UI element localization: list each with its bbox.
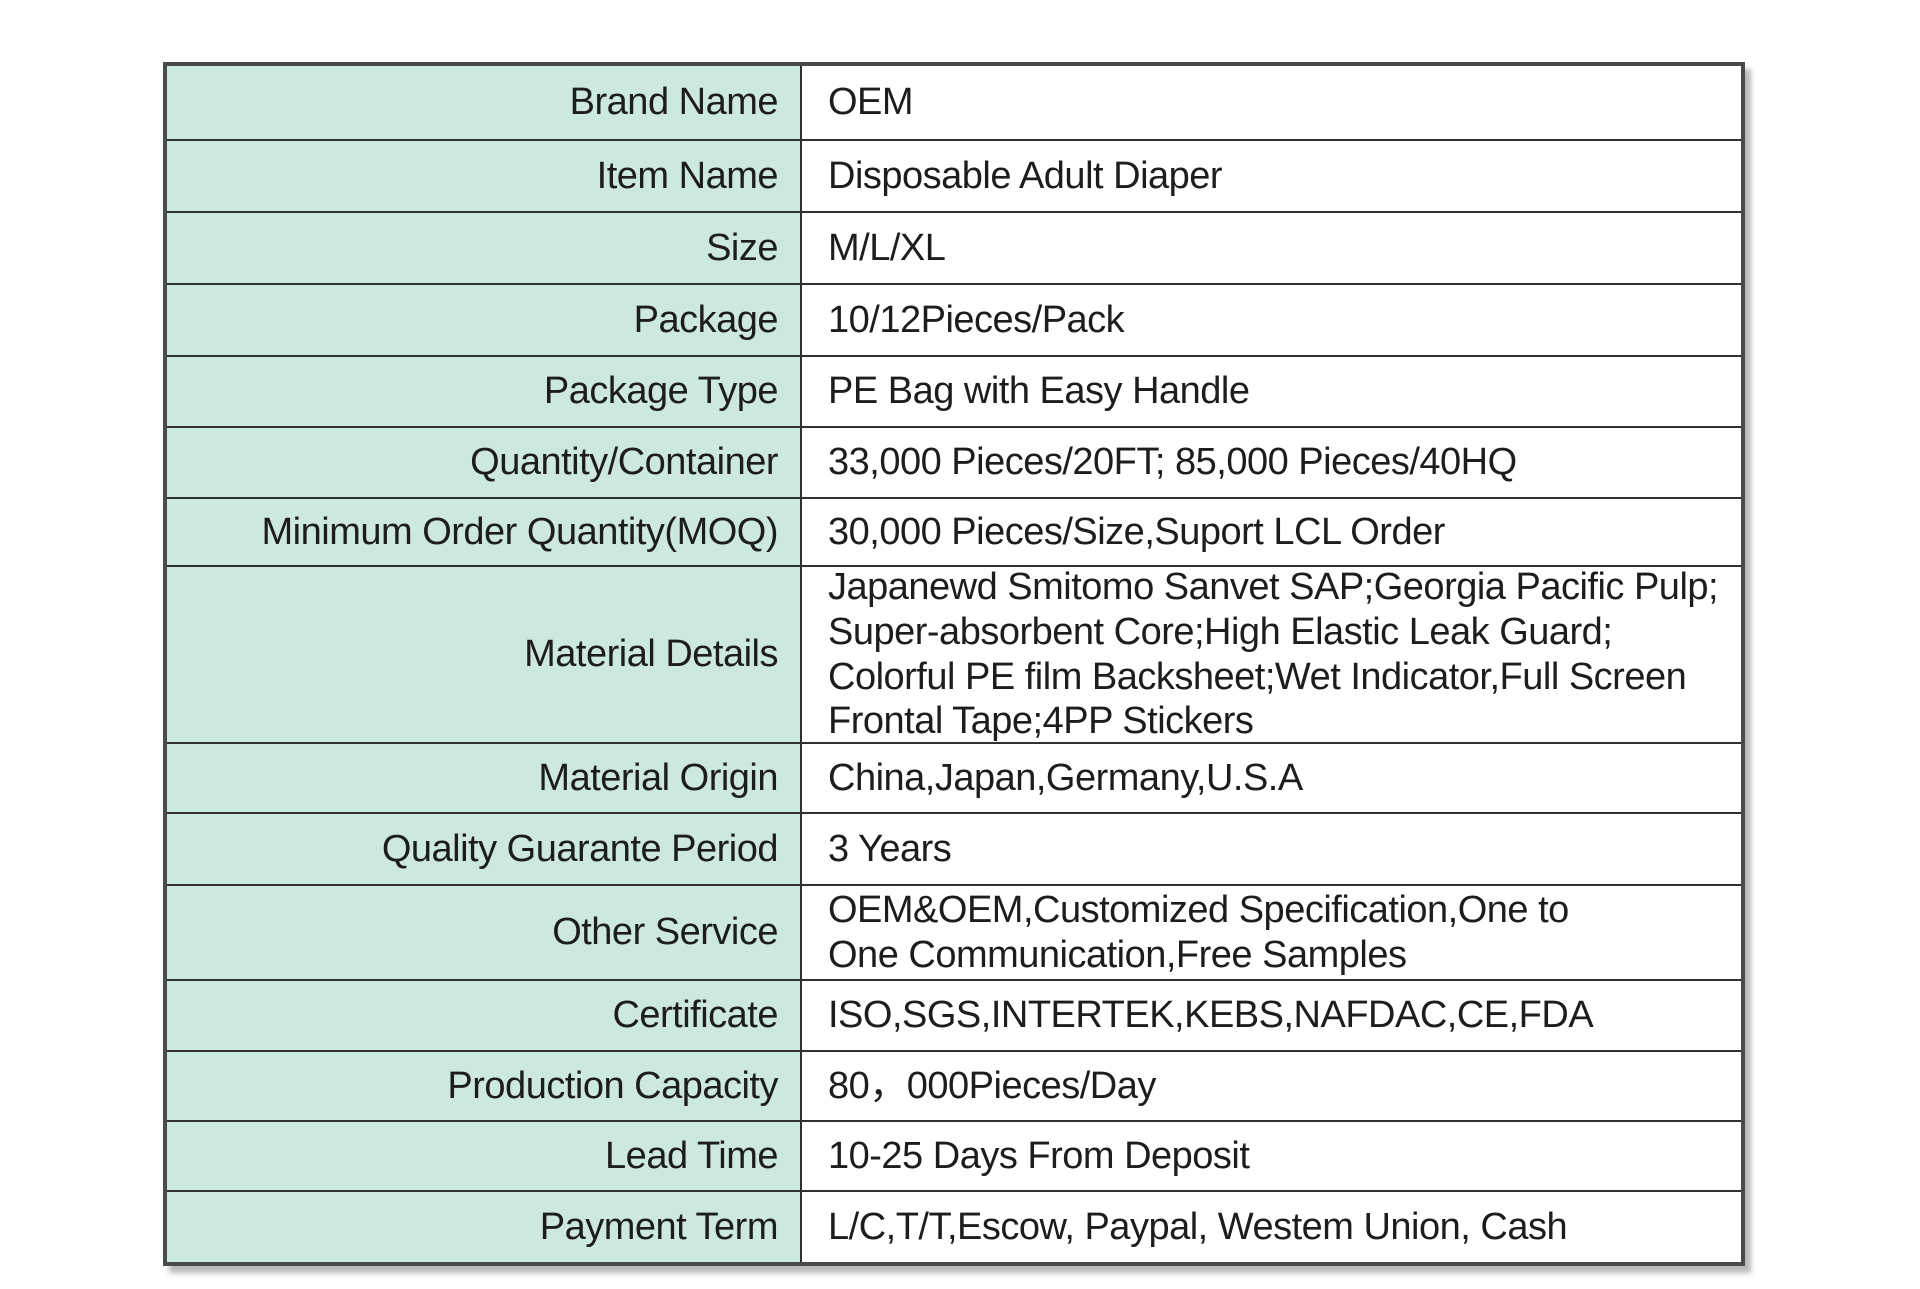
row-value: M/L/XL <box>802 213 1741 283</box>
table-row: Package 10/12Pieces/Pack <box>167 285 1741 357</box>
row-value: OEM&OEM,Customized Specification,One to … <box>802 886 1741 979</box>
row-value: 80，000Pieces/Day <box>802 1052 1741 1120</box>
table-row: Minimum Order Quantity(MOQ) 30,000 Piece… <box>167 499 1741 567</box>
table-row: Payment Term L/C,T/T,Escow, Paypal, West… <box>167 1192 1741 1262</box>
row-label: Package Type <box>167 357 802 426</box>
table-row: Other Service OEM&OEM,Customized Specifi… <box>167 886 1741 981</box>
row-value: 3 Years <box>802 814 1741 884</box>
row-label: Brand Name <box>167 66 802 139</box>
row-label: Material Origin <box>167 744 802 812</box>
row-value: 10-25 Days From Deposit <box>802 1122 1741 1190</box>
row-label: Quality Guarante Period <box>167 814 802 884</box>
row-value: ISO,SGS,INTERTEK,KEBS,NAFDAC,CE,FDA <box>802 981 1741 1050</box>
table-row: Package Type PE Bag with Easy Handle <box>167 357 1741 428</box>
table-row: Item Name Disposable Adult Diaper <box>167 141 1741 213</box>
row-label: Package <box>167 285 802 355</box>
row-label: Lead Time <box>167 1122 802 1190</box>
row-label: Payment Term <box>167 1192 802 1262</box>
table-row: Certificate ISO,SGS,INTERTEK,KEBS,NAFDAC… <box>167 981 1741 1052</box>
row-value: PE Bag with Easy Handle <box>802 357 1741 426</box>
table-row: Quality Guarante Period 3 Years <box>167 814 1741 886</box>
table-row: Material Origin China,Japan,Germany,U.S.… <box>167 744 1741 814</box>
row-label: Material Details <box>167 567 802 742</box>
row-label: Other Service <box>167 886 802 979</box>
table-row: Production Capacity 80，000Pieces/Day <box>167 1052 1741 1122</box>
row-value: 33,000 Pieces/20FT; 85,000 Pieces/40HQ <box>802 428 1741 497</box>
row-label: Item Name <box>167 141 802 211</box>
table-row: Lead Time 10-25 Days From Deposit <box>167 1122 1741 1192</box>
row-value: Disposable Adult Diaper <box>802 141 1741 211</box>
product-spec-table: Brand Name OEM Item Name Disposable Adul… <box>163 62 1745 1266</box>
table-row: Material Details Japanewd Smitomo Sanvet… <box>167 566 1741 744</box>
row-value: 30,000 Pieces/Size,Suport LCL Order <box>802 499 1741 565</box>
row-label: Quantity/Container <box>167 428 802 497</box>
row-label: Minimum Order Quantity(MOQ) <box>167 499 802 565</box>
row-value: L/C,T/T,Escow, Paypal, Westem Union, Cas… <box>802 1192 1741 1262</box>
table-row: Quantity/Container 33,000 Pieces/20FT; 8… <box>167 428 1741 499</box>
row-value: OEM <box>802 66 1741 139</box>
row-value: Japanewd Smitomo Sanvet SAP;Georgia Paci… <box>802 566 1741 742</box>
row-label: Size <box>167 213 802 283</box>
row-label: Production Capacity <box>167 1052 802 1120</box>
row-value: China,Japan,Germany,U.S.A <box>802 744 1741 812</box>
row-value: 10/12Pieces/Pack <box>802 285 1741 355</box>
row-label: Certificate <box>167 981 802 1050</box>
table-row: Brand Name OEM <box>167 66 1741 141</box>
table-row: Size M/L/XL <box>167 213 1741 285</box>
